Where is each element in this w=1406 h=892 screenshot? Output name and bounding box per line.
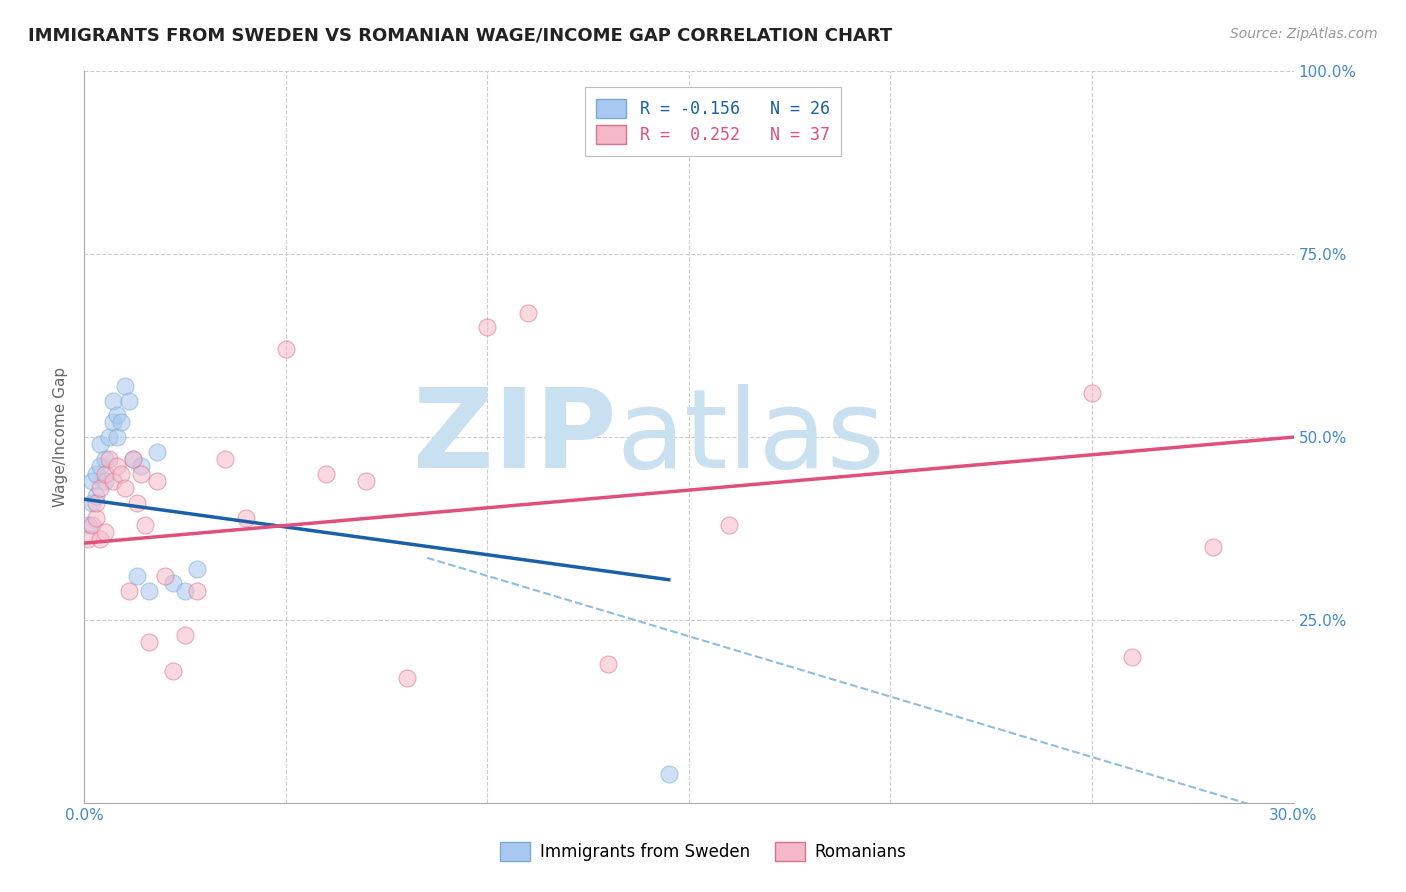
Text: ZIP: ZIP <box>413 384 616 491</box>
Point <box>97 452 120 467</box>
Point <box>93 452 115 467</box>
Point <box>129 459 152 474</box>
Legend: Immigrants from Sweden, Romanians: Immigrants from Sweden, Romanians <box>486 829 920 875</box>
Point <box>658 766 681 780</box>
Point <box>86 496 108 510</box>
Point <box>93 474 115 488</box>
Point <box>97 430 120 444</box>
Point <box>89 437 111 451</box>
Text: IMMIGRANTS FROM SWEDEN VS ROMANIAN WAGE/INCOME GAP CORRELATION CHART: IMMIGRANTS FROM SWEDEN VS ROMANIAN WAGE/… <box>28 27 893 45</box>
Point <box>174 627 197 641</box>
Point <box>89 459 111 474</box>
Point <box>114 481 136 495</box>
Point <box>86 510 108 524</box>
Point <box>77 517 100 532</box>
Point <box>101 416 124 430</box>
Legend: R = -0.156   N = 26, R =  0.252   N = 37: R = -0.156 N = 26, R = 0.252 N = 37 <box>585 87 841 155</box>
Point <box>186 562 208 576</box>
Point <box>162 664 184 678</box>
Point <box>153 569 176 583</box>
Point <box>134 517 156 532</box>
Point <box>146 444 169 458</box>
Point <box>82 496 104 510</box>
Point <box>174 583 197 598</box>
Point <box>82 517 104 532</box>
Point <box>101 474 124 488</box>
Point <box>718 517 741 532</box>
Text: Source: ZipAtlas.com: Source: ZipAtlas.com <box>1230 27 1378 41</box>
Point <box>1121 649 1143 664</box>
Point <box>118 393 141 408</box>
Point <box>114 379 136 393</box>
Point <box>214 452 236 467</box>
Point <box>516 306 538 320</box>
Point <box>77 533 100 547</box>
Point <box>118 583 141 598</box>
Point <box>138 635 160 649</box>
Point <box>121 452 143 467</box>
Point <box>86 467 108 481</box>
Text: atlas: atlas <box>616 384 884 491</box>
Point <box>125 569 148 583</box>
Point <box>82 474 104 488</box>
Point <box>110 467 132 481</box>
Point <box>395 672 418 686</box>
Point <box>121 452 143 467</box>
Point <box>186 583 208 598</box>
Point <box>89 533 111 547</box>
Point <box>93 467 115 481</box>
Point <box>356 474 378 488</box>
Point <box>477 320 499 334</box>
Point <box>138 583 160 598</box>
Point <box>1202 540 1225 554</box>
Point <box>1081 386 1104 401</box>
Point <box>274 343 297 357</box>
Point <box>86 489 108 503</box>
Point <box>93 525 115 540</box>
Point <box>315 467 337 481</box>
Point <box>105 459 128 474</box>
Point <box>129 467 152 481</box>
Point <box>125 496 148 510</box>
Point <box>105 430 128 444</box>
Point <box>105 408 128 422</box>
Point <box>598 657 620 671</box>
Point <box>162 576 184 591</box>
Y-axis label: Wage/Income Gap: Wage/Income Gap <box>53 367 69 508</box>
Point <box>146 474 169 488</box>
Point <box>101 393 124 408</box>
Point <box>89 481 111 495</box>
Point <box>235 510 257 524</box>
Point <box>110 416 132 430</box>
